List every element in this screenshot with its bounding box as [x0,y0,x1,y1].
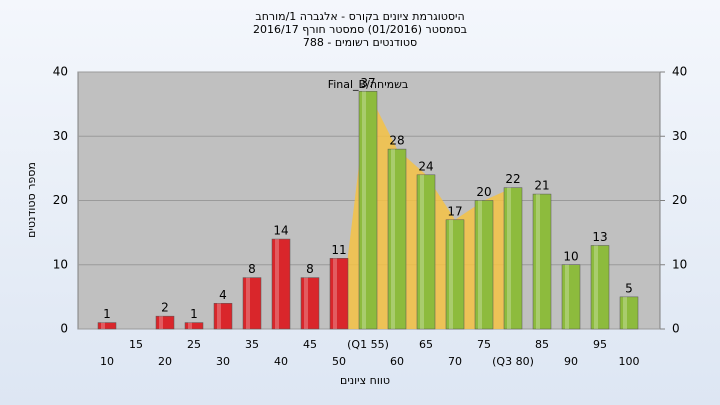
bar [619,296,639,330]
bar [97,322,117,330]
bar [358,91,378,330]
y2-tick-label: 30 [672,129,687,143]
y-tick-label: 0 [60,322,68,336]
x-tick-label: 35 [245,338,259,351]
bar [387,148,407,330]
annotation: בשמיחה/Final_B [328,78,409,91]
bar-highlight [391,149,395,329]
bar-highlight [420,174,424,329]
x-tick-label: 15 [129,338,143,351]
bar-highlight [362,91,366,330]
bar [532,193,552,330]
data-label: 1 [103,307,111,321]
title-line: בסמסטר (01/2016) סמסטר חורף 2016/17 [253,23,467,36]
bar [503,187,523,330]
data-label: 4 [219,288,227,302]
x-tick-label: 100 [619,355,640,368]
bar-highlight [159,316,163,329]
bar [155,315,175,330]
bar [242,277,262,330]
x-tick-label: 70 [448,355,462,368]
x-tick-label: 25 [187,338,201,351]
x-tick-label: 45 [303,338,317,351]
y2-tick-label: 20 [672,193,687,207]
bar-highlight [333,258,337,329]
bar-highlight [478,200,482,329]
data-label: 11 [331,243,346,257]
data-label: 1 [190,307,198,321]
bar-highlight [565,264,569,329]
x-tick-label: 95 [593,338,607,351]
bar [213,303,233,330]
y-axis-label: מספר סטודנטים [25,162,38,238]
bar [300,277,320,330]
bar-highlight [188,322,192,329]
bar-highlight [101,322,105,329]
bar-highlight [623,296,627,329]
x-axis-label: טווח ציונים [340,374,390,387]
y-tick-label: 40 [53,65,68,79]
x-tick-label: 65 [419,338,433,351]
title-line: היסטוגרמת ציונים בקורס - אלגברה 1/מורחב [255,10,464,23]
x-tick-label: 40 [274,355,288,368]
x-tick-label: (Q1 55) [347,338,389,351]
bar-highlight [507,187,511,329]
x-tick-label: 30 [216,355,230,368]
x-tick-label: 50 [332,355,346,368]
y-tick-label: 10 [53,257,68,271]
x-tick-label: 10 [100,355,114,368]
data-label: 22 [505,172,520,186]
bar [561,264,581,330]
bar [184,322,204,330]
bar-highlight [594,245,598,329]
x-tick-label: 60 [390,355,404,368]
x-tick-label: 75 [477,338,491,351]
x-tick-label: (Q3 80) [492,355,534,368]
y-tick-label: 20 [53,193,68,207]
bar [445,219,465,330]
bar-highlight [275,239,279,329]
bar-highlight [536,194,540,329]
y2-tick-label: 10 [672,257,687,271]
y2-tick-label: 0 [672,322,680,336]
data-label: 8 [306,262,314,276]
data-label: 10 [563,249,578,263]
data-label: 5 [625,281,633,295]
y-tick-label: 30 [53,129,68,143]
data-label: 24 [418,159,433,173]
bar-highlight [246,277,250,329]
x-tick-label: 90 [564,355,578,368]
bar [474,200,494,330]
data-label: 13 [592,230,607,244]
bar [271,238,291,330]
title-line: סטודנטים רשומים - 788 [303,36,417,49]
bar [590,245,610,330]
bar [329,258,349,330]
data-label: 37 [360,76,375,90]
bar-highlight [304,277,308,329]
x-tick-label: 85 [535,338,549,351]
data-label: 20 [476,185,491,199]
y2-tick-label: 40 [672,65,687,79]
data-label: 21 [534,179,549,193]
data-label: 2 [161,301,169,315]
x-tick-label: 20 [158,355,172,368]
data-label: 28 [389,134,404,148]
bar [416,174,436,330]
bar-highlight [217,303,221,329]
bar-highlight [449,219,453,329]
data-label: 17 [447,204,462,218]
data-label: 8 [248,262,256,276]
data-label: 14 [273,224,288,238]
